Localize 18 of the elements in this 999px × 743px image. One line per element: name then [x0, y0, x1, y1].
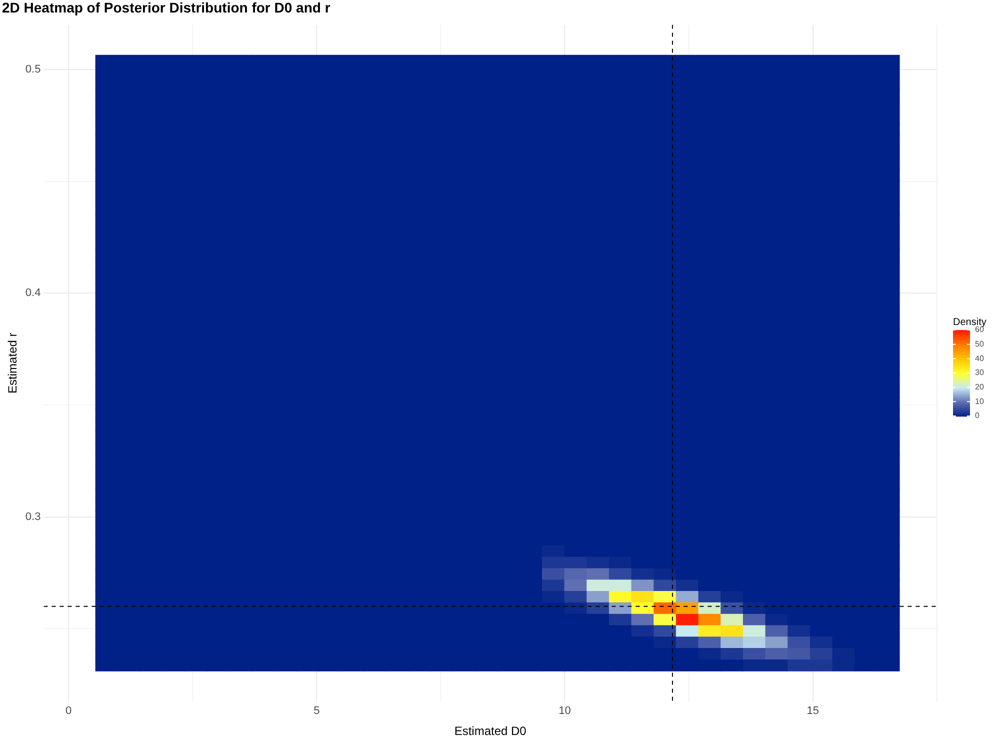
color-bar-label: 20 [975, 382, 984, 392]
color-bar-label: 0 [975, 411, 980, 420]
color-bar-label: 30 [975, 368, 984, 378]
x-tick-label: 0 [65, 705, 72, 718]
color-bar-label: 60 [975, 325, 984, 334]
color-bar-title: Density [953, 317, 986, 328]
y-tick-label: 0.3 [25, 510, 41, 523]
y-axis-title: Estimated r [6, 332, 20, 394]
color-bar-label: 10 [975, 396, 984, 406]
y-tick-label: 0.5 [25, 64, 41, 76]
chart-title: 2D Heatmap of Posterior Distribution for D0 and r [2, 0, 331, 16]
x-tick-label: 5 [314, 705, 320, 718]
x-axis-title: Estimated D0 [454, 724, 527, 738]
color-bar-label: 50 [975, 340, 984, 349]
y-tick-label: 0.4 [25, 287, 41, 300]
x-tick-label: 10 [558, 705, 571, 718]
color-bar-label: 40 [975, 354, 984, 363]
x-tick-label: 15 [806, 705, 820, 718]
